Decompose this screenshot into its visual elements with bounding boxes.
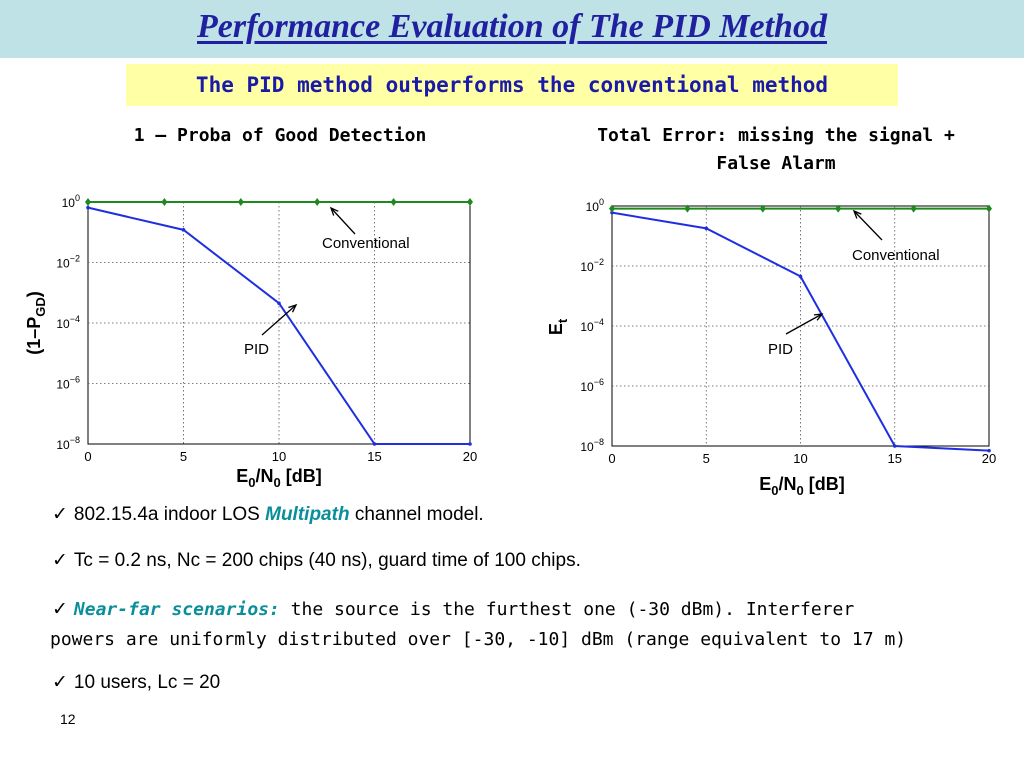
chart-left-title: 1 – Proba of Good Detection (133, 125, 427, 146)
annotation-arrow-conventional (330, 207, 356, 235)
y-tick-label: 100 (586, 197, 604, 214)
title-bar (0, 0, 1024, 58)
data-point-pid (277, 301, 281, 306)
chart-right-title-line1: Total Error: missing the signal + (597, 125, 955, 146)
data-point-conventional (986, 204, 992, 213)
arrow-head-icon (813, 313, 824, 321)
data-point-conventional (910, 204, 917, 213)
check-icon: ✓ (52, 503, 68, 525)
data-point-conventional (161, 198, 168, 206)
x-tick-label: 10 (793, 451, 807, 466)
check-icon: ✓ (52, 598, 68, 620)
y-tick-label: 10−6 (56, 375, 80, 392)
annotation-arrow-pid (261, 304, 297, 336)
x-tick-label: 0 (84, 449, 91, 464)
data-point-conventional (85, 198, 91, 206)
chart-left-pgd: 0 5 10 15 20 100 10−2 10−4 10−6 10−8 Conventional P… (24, 193, 477, 490)
y-tick-label: 10−4 (580, 317, 604, 334)
arrow-head-icon (329, 206, 339, 216)
y-tick-label: 10−8 (580, 437, 604, 454)
data-point-pid (86, 205, 90, 210)
bullet-1-emphasis: Multipath (265, 504, 350, 525)
bullet-3: ✓ Near-far scenarios: the source is the f… (50, 594, 1012, 655)
annotation-conventional: Conventional (852, 247, 940, 264)
y-axis-label: (1–PGD) (24, 291, 48, 355)
bullet-4: ✓ 10 users, Lc = 20 (52, 671, 220, 694)
x-tick-label: 15 (367, 449, 381, 464)
x-axis-label: E0/N0 [dB] (236, 466, 321, 490)
chart-right-total-error: 0 5 10 15 20 100 10−2 10−4 10−6 10−8 Conventional P… (546, 197, 996, 498)
bullet-3-line2: powers are uniformly distributed over [-… (50, 629, 907, 650)
annotation-conventional: Conventional (322, 235, 410, 252)
bullet-2: ✓ Tc = 0.2 ns, Nc = 200 chips (40 ns), gu… (52, 549, 581, 572)
data-point-pid (798, 274, 803, 279)
data-point-pid (987, 448, 991, 453)
y-tick-label: 100 (62, 193, 80, 210)
data-point-conventional (314, 198, 321, 206)
data-point-conventional (759, 204, 766, 213)
x-tick-label: 5 (703, 451, 710, 466)
y-tick-label: 10−2 (56, 254, 80, 271)
data-point-pid (181, 228, 186, 232)
data-point-pid (372, 442, 377, 446)
check-icon: ✓ (52, 671, 68, 693)
data-point-conventional (237, 198, 244, 206)
x-tick-label: 5 (180, 449, 187, 464)
data-point-pid (704, 226, 709, 231)
x-tick-label: 10 (272, 449, 286, 464)
x-tick-label: 20 (463, 449, 477, 464)
annotation-arrow-conventional (853, 210, 883, 241)
x-tick-label: 15 (888, 451, 902, 466)
annotation-arrow-pid (785, 313, 823, 335)
y-axis-label: Et (546, 318, 570, 335)
chart-right-title-line2: False Alarm (716, 153, 836, 174)
check-icon: ✓ (52, 549, 68, 571)
arrow-head-icon (852, 209, 862, 219)
page-number: 12 (60, 711, 76, 727)
x-tick-label: 0 (608, 451, 615, 466)
data-point-pid (892, 444, 897, 448)
y-tick-label: 10−2 (580, 257, 604, 274)
bullet-2-text: Tc = 0.2 ns, Nc = 200 chips (40 ns), gua… (73, 550, 581, 571)
bullet-1: ✓ 802.15.4a indoor LOS Multipath channel … (52, 503, 484, 526)
data-point-conventional (684, 204, 691, 213)
arrow-head-icon (288, 303, 298, 313)
data-point-conventional (835, 204, 842, 213)
chart-right-title: Total Error: missing the signal + False … (574, 122, 978, 178)
bullet-1-suffix: channel model. (349, 504, 484, 525)
x-axis-label: E0/N0 [dB] (759, 474, 844, 498)
bullet-1-prefix: 802.15.4a indoor LOS (73, 504, 266, 525)
x-tick-label: 20 (982, 451, 996, 466)
data-point-conventional (609, 204, 615, 213)
data-point-conventional (390, 198, 397, 206)
annotation-pid: PID (244, 341, 269, 358)
slide-title: Performance Evaluation of The PID Method (197, 8, 827, 45)
data-point-conventional (467, 198, 473, 206)
slide-subtitle: The PID method outperforms the conventio… (126, 64, 898, 106)
bullet-4-text: 10 users, Lc = 20 (73, 672, 221, 693)
bullet-3-line1: the source is the furthest one (-30 dBm)… (279, 599, 855, 620)
annotation-pid: PID (768, 341, 793, 358)
data-point-pid (468, 442, 472, 446)
data-point-pid (610, 210, 614, 215)
y-tick-label: 10−8 (56, 435, 80, 452)
bullet-3-emphasis: Near-far scenarios: (73, 599, 280, 620)
y-tick-label: 10−6 (580, 377, 604, 394)
y-tick-label: 10−4 (56, 314, 80, 331)
